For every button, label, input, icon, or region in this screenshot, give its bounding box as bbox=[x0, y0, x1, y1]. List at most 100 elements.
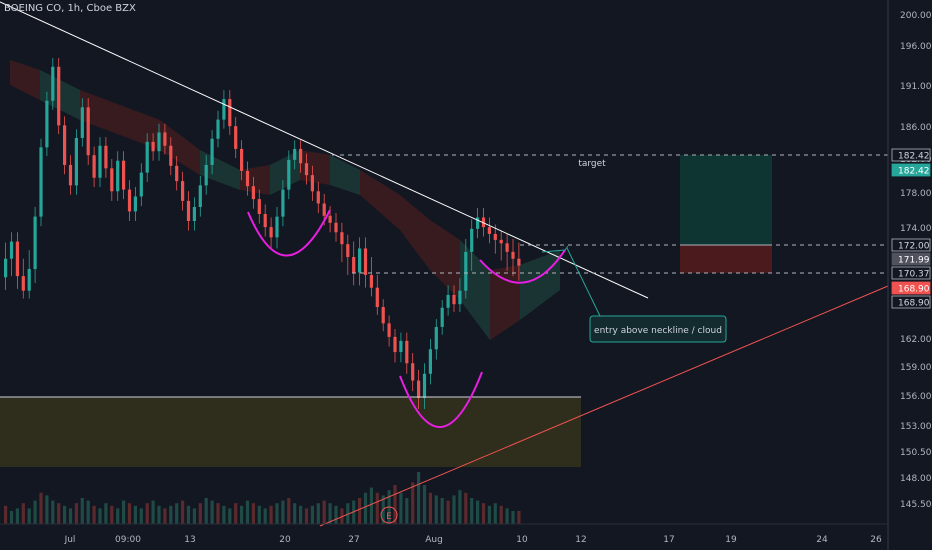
candle-body bbox=[369, 274, 373, 288]
volume-bar bbox=[499, 505, 503, 524]
descending-trendline bbox=[0, 1, 649, 299]
volume-bar bbox=[116, 508, 120, 524]
volume-bar bbox=[45, 495, 49, 524]
price-tick-label: 156.00 bbox=[900, 392, 932, 402]
volume-bar bbox=[476, 500, 480, 524]
volume-bar bbox=[417, 472, 421, 524]
cloud-segment bbox=[200, 150, 240, 190]
candle-body bbox=[476, 217, 480, 229]
volume-bars bbox=[4, 472, 521, 524]
volume-bar bbox=[269, 505, 273, 524]
time-axis[interactable]: Jul 09:00 13 20 27 Aug 10 12 17 19 24 26 bbox=[0, 523, 888, 545]
candle-body bbox=[310, 175, 314, 192]
candle-body bbox=[428, 349, 432, 374]
volume-bar bbox=[293, 503, 297, 524]
price-tag bbox=[891, 148, 931, 162]
candle-body bbox=[27, 269, 31, 291]
volume-bar bbox=[422, 485, 427, 524]
earnings-marker bbox=[380, 506, 398, 524]
candle-body bbox=[304, 163, 309, 176]
candle-body bbox=[328, 215, 332, 223]
candle-body bbox=[446, 294, 450, 308]
price-tag-label: 182.42 bbox=[898, 152, 930, 162]
symbol-title: BOEING CO, 1h, Cboe BZX bbox=[4, 3, 136, 14]
time-tick-label: 17 bbox=[663, 535, 674, 545]
candle-body bbox=[122, 160, 126, 190]
candle-body bbox=[133, 196, 137, 212]
volume-bar bbox=[375, 492, 379, 524]
volume-bar bbox=[316, 503, 320, 524]
price-tick-label: 148.00 bbox=[900, 474, 932, 484]
candle-body bbox=[21, 276, 25, 291]
price-tags: 182.42 182.42 172.00 171.99 170.37 168.90 168.… bbox=[891, 148, 931, 309]
volume-bar bbox=[458, 490, 462, 524]
price-tag bbox=[891, 252, 931, 266]
volume-bar bbox=[181, 500, 185, 524]
reward-box bbox=[680, 155, 772, 245]
volume-bar bbox=[186, 505, 191, 524]
candle-body bbox=[358, 248, 362, 273]
risk-box bbox=[680, 245, 772, 273]
volume-bar bbox=[204, 498, 208, 524]
volume-bar bbox=[245, 500, 250, 524]
candle-body bbox=[68, 164, 73, 186]
volume-bar bbox=[393, 485, 397, 524]
candle-body bbox=[375, 287, 379, 308]
candle-body bbox=[281, 189, 285, 217]
candle-body bbox=[251, 186, 255, 200]
volume-bar bbox=[92, 505, 96, 524]
volume-bar bbox=[228, 508, 232, 524]
time-tick-label: 20 bbox=[279, 535, 291, 545]
candle-body bbox=[499, 239, 503, 244]
time-tick-label: Aug bbox=[425, 535, 443, 545]
candle-body bbox=[470, 228, 474, 252]
price-tick-label: 150.50 bbox=[900, 448, 932, 458]
candle-body bbox=[222, 99, 226, 120]
cloud-segment bbox=[400, 195, 430, 270]
candle-body bbox=[493, 233, 497, 240]
cloud-segment bbox=[330, 155, 360, 195]
candle-body bbox=[92, 155, 96, 178]
volume-bar bbox=[86, 500, 90, 524]
candle-body bbox=[287, 159, 291, 190]
volume-bar bbox=[169, 505, 173, 524]
candle-body bbox=[169, 145, 173, 166]
volume-bar bbox=[411, 482, 415, 524]
price-tag-label: 170.37 bbox=[898, 270, 930, 280]
candle-body bbox=[175, 165, 179, 182]
volume-bar bbox=[452, 495, 456, 524]
volume-bar bbox=[310, 505, 314, 524]
volume-bar bbox=[428, 492, 432, 524]
candle-body bbox=[352, 257, 356, 273]
cloud-segment bbox=[460, 240, 490, 340]
price-tag-label: 172.00 bbox=[898, 242, 930, 252]
ichimoku-cloud bbox=[10, 60, 560, 340]
volume-bar bbox=[481, 503, 486, 524]
cloud-segment bbox=[360, 170, 400, 230]
candle-body bbox=[139, 172, 143, 197]
candle-body bbox=[299, 148, 303, 164]
candle-body bbox=[198, 185, 202, 207]
candle-body bbox=[145, 141, 149, 173]
price-tick-label: 174.00 bbox=[900, 224, 932, 234]
volume-bar bbox=[251, 503, 255, 524]
volume-bar bbox=[21, 503, 25, 524]
candle-body bbox=[240, 148, 244, 171]
volume-bar bbox=[263, 508, 267, 524]
candle-body bbox=[387, 323, 391, 337]
candle-body bbox=[269, 227, 273, 238]
price-tag-label: 182.42 bbox=[898, 167, 930, 177]
drawings-layer[interactable]: entry above neckline / cloud target E bbox=[0, 1, 889, 527]
price-tick-label: 162.00 bbox=[900, 335, 932, 345]
volume-bar bbox=[39, 492, 43, 524]
candle-body bbox=[104, 145, 108, 169]
price-tag-label: 168.90 bbox=[898, 285, 930, 295]
projection-arrow bbox=[541, 245, 569, 253]
time-tick-label: 19 bbox=[725, 535, 737, 545]
entry-callout-text: entry above neckline / cloud bbox=[594, 326, 722, 336]
cloud-segment bbox=[490, 265, 520, 340]
cloud-segment bbox=[120, 105, 160, 150]
price-tick-label: 200.00 bbox=[900, 11, 932, 21]
